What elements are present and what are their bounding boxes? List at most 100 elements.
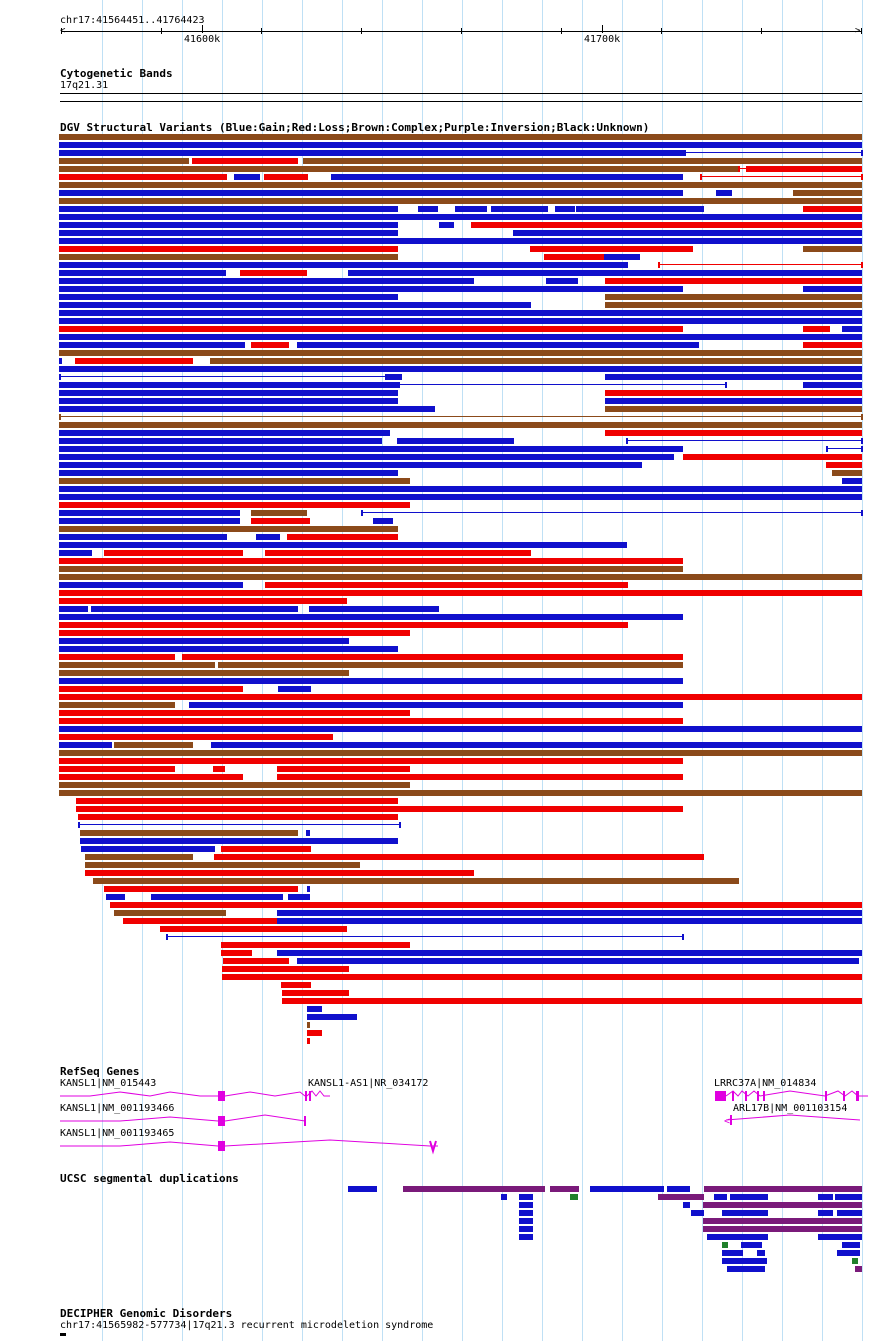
dgv-variant[interactable] bbox=[605, 398, 862, 404]
dgv-variant[interactable] bbox=[455, 206, 487, 212]
dgv-variant[interactable] bbox=[803, 382, 862, 388]
dgv-variant[interactable] bbox=[59, 638, 349, 644]
dgv-variant[interactable] bbox=[59, 782, 410, 788]
segdup-feature[interactable] bbox=[714, 1194, 727, 1200]
dgv-variant[interactable] bbox=[182, 654, 683, 660]
dgv-variant[interactable] bbox=[59, 134, 862, 140]
segdup-feature[interactable] bbox=[852, 1258, 858, 1264]
dgv-variant[interactable] bbox=[59, 750, 862, 756]
dgv-variant[interactable] bbox=[59, 446, 683, 452]
gene-kansl1-nm015443-exon[interactable] bbox=[218, 1091, 225, 1101]
dgv-variant[interactable] bbox=[605, 430, 862, 436]
dgv-variant[interactable] bbox=[59, 350, 862, 356]
dgv-variant[interactable] bbox=[91, 606, 298, 612]
dgv-variant[interactable] bbox=[604, 254, 640, 260]
dgv-variant[interactable] bbox=[75, 358, 193, 364]
dgv-variant[interactable] bbox=[59, 422, 862, 428]
segdup-feature[interactable] bbox=[835, 1194, 862, 1200]
dgv-variant[interactable] bbox=[106, 894, 125, 900]
dgv-variant[interactable] bbox=[214, 854, 704, 860]
dgv-variant[interactable] bbox=[59, 566, 683, 572]
segdup-feature[interactable] bbox=[855, 1266, 862, 1272]
dgv-variant[interactable] bbox=[59, 598, 347, 604]
dgv-variant-connector[interactable] bbox=[684, 152, 862, 153]
dgv-variant[interactable] bbox=[842, 326, 862, 332]
segdup-feature[interactable] bbox=[550, 1186, 579, 1192]
gene-label-kansl1-nm001193466[interactable]: KANSL1|NM_001193466 bbox=[60, 1103, 175, 1114]
segdup-feature[interactable] bbox=[741, 1242, 762, 1248]
gene-kansl1-nm001193465-end[interactable] bbox=[429, 1140, 437, 1155]
dgv-variant-connector[interactable] bbox=[658, 264, 862, 265]
dgv-variant[interactable] bbox=[59, 158, 189, 164]
gene-kansl1-nm001193466-exon[interactable] bbox=[304, 1116, 306, 1126]
dgv-variant[interactable] bbox=[386, 374, 402, 380]
dgv-variant[interactable] bbox=[222, 974, 862, 980]
dgv-variant-connector[interactable] bbox=[166, 936, 683, 937]
gene-lrrc37a-exon[interactable] bbox=[715, 1091, 726, 1101]
gene-kansl1-nm001193466-intron[interactable] bbox=[60, 1116, 219, 1122]
dgv-variant[interactable] bbox=[221, 942, 410, 948]
dgv-variant[interactable] bbox=[59, 686, 243, 692]
segdup-feature[interactable] bbox=[722, 1258, 767, 1264]
segdup-feature[interactable] bbox=[519, 1194, 533, 1200]
dgv-variant[interactable] bbox=[59, 486, 862, 492]
dgv-variant[interactable] bbox=[59, 462, 642, 468]
dgv-variant[interactable] bbox=[85, 862, 360, 868]
dgv-variant[interactable] bbox=[747, 166, 862, 172]
dgv-variant[interactable] bbox=[803, 286, 862, 292]
dgv-variant[interactable] bbox=[192, 158, 298, 164]
gene-label-kansl1-as1[interactable]: KANSL1-AS1|NR_034172 bbox=[308, 1078, 429, 1089]
dgv-variant[interactable] bbox=[605, 278, 862, 284]
dgv-variant[interactable] bbox=[59, 702, 175, 708]
dgv-variant[interactable] bbox=[373, 518, 393, 524]
dgv-variant[interactable] bbox=[59, 342, 245, 348]
gene-kansl1-nm001193465-intron[interactable] bbox=[60, 1141, 219, 1147]
dgv-variant[interactable] bbox=[803, 326, 830, 332]
dgv-variant[interactable] bbox=[221, 846, 311, 852]
segdup-feature[interactable] bbox=[658, 1194, 704, 1200]
dgv-variant[interactable] bbox=[277, 910, 862, 916]
dgv-variant[interactable] bbox=[303, 158, 862, 164]
dgv-variant[interactable] bbox=[59, 406, 435, 412]
dgv-variant[interactable] bbox=[59, 606, 88, 612]
dgv-variant[interactable] bbox=[59, 550, 92, 556]
segdup-feature[interactable] bbox=[570, 1194, 578, 1200]
dgv-variant[interactable] bbox=[277, 766, 410, 772]
dgv-variant[interactable] bbox=[93, 878, 739, 884]
dgv-variant[interactable] bbox=[59, 622, 628, 628]
dgv-variant[interactable] bbox=[59, 294, 398, 300]
dgv-variant[interactable] bbox=[605, 302, 862, 308]
gene-label-kansl1-nm015443[interactable]: KANSL1|NM_015443 bbox=[60, 1078, 157, 1089]
dgv-variant[interactable] bbox=[59, 182, 862, 188]
dgv-variant[interactable] bbox=[59, 678, 683, 684]
dgv-variant[interactable] bbox=[76, 806, 683, 812]
dgv-track-title[interactable]: DGV Structural Variants (Blue:Gain;Red:L… bbox=[60, 121, 650, 134]
dgv-variant[interactable] bbox=[59, 302, 531, 308]
dgv-variant[interactable] bbox=[59, 518, 240, 524]
dgv-variant[interactable] bbox=[59, 790, 862, 796]
dgv-variant[interactable] bbox=[277, 918, 862, 924]
dgv-variant[interactable] bbox=[307, 1038, 310, 1044]
dgv-variant[interactable] bbox=[59, 270, 226, 276]
dgv-variant[interactable] bbox=[826, 462, 862, 468]
dgv-variant[interactable] bbox=[59, 654, 175, 660]
dgv-variant[interactable] bbox=[331, 174, 683, 180]
dgv-variant[interactable] bbox=[59, 710, 410, 716]
dgv-variant[interactable] bbox=[85, 854, 193, 860]
dgv-variant[interactable] bbox=[59, 174, 227, 180]
dgv-variant[interactable] bbox=[803, 246, 862, 252]
dgv-variant-connector[interactable] bbox=[361, 512, 862, 513]
gene-lrrc37a-exon[interactable] bbox=[745, 1091, 747, 1101]
dgv-variant[interactable] bbox=[59, 470, 398, 476]
dgv-variant[interactable] bbox=[59, 614, 683, 620]
segdup-feature[interactable] bbox=[722, 1250, 743, 1256]
dgv-variant[interactable] bbox=[251, 510, 307, 516]
dgv-variant[interactable] bbox=[80, 838, 398, 844]
dgv-variant[interactable] bbox=[59, 366, 862, 372]
dgv-variant[interactable] bbox=[59, 534, 227, 540]
dgv-variant[interactable] bbox=[218, 662, 683, 668]
dgv-variant[interactable] bbox=[471, 222, 862, 228]
dgv-variant[interactable] bbox=[59, 398, 398, 404]
dgv-variant[interactable] bbox=[59, 734, 333, 740]
dgv-variant[interactable] bbox=[59, 774, 243, 780]
